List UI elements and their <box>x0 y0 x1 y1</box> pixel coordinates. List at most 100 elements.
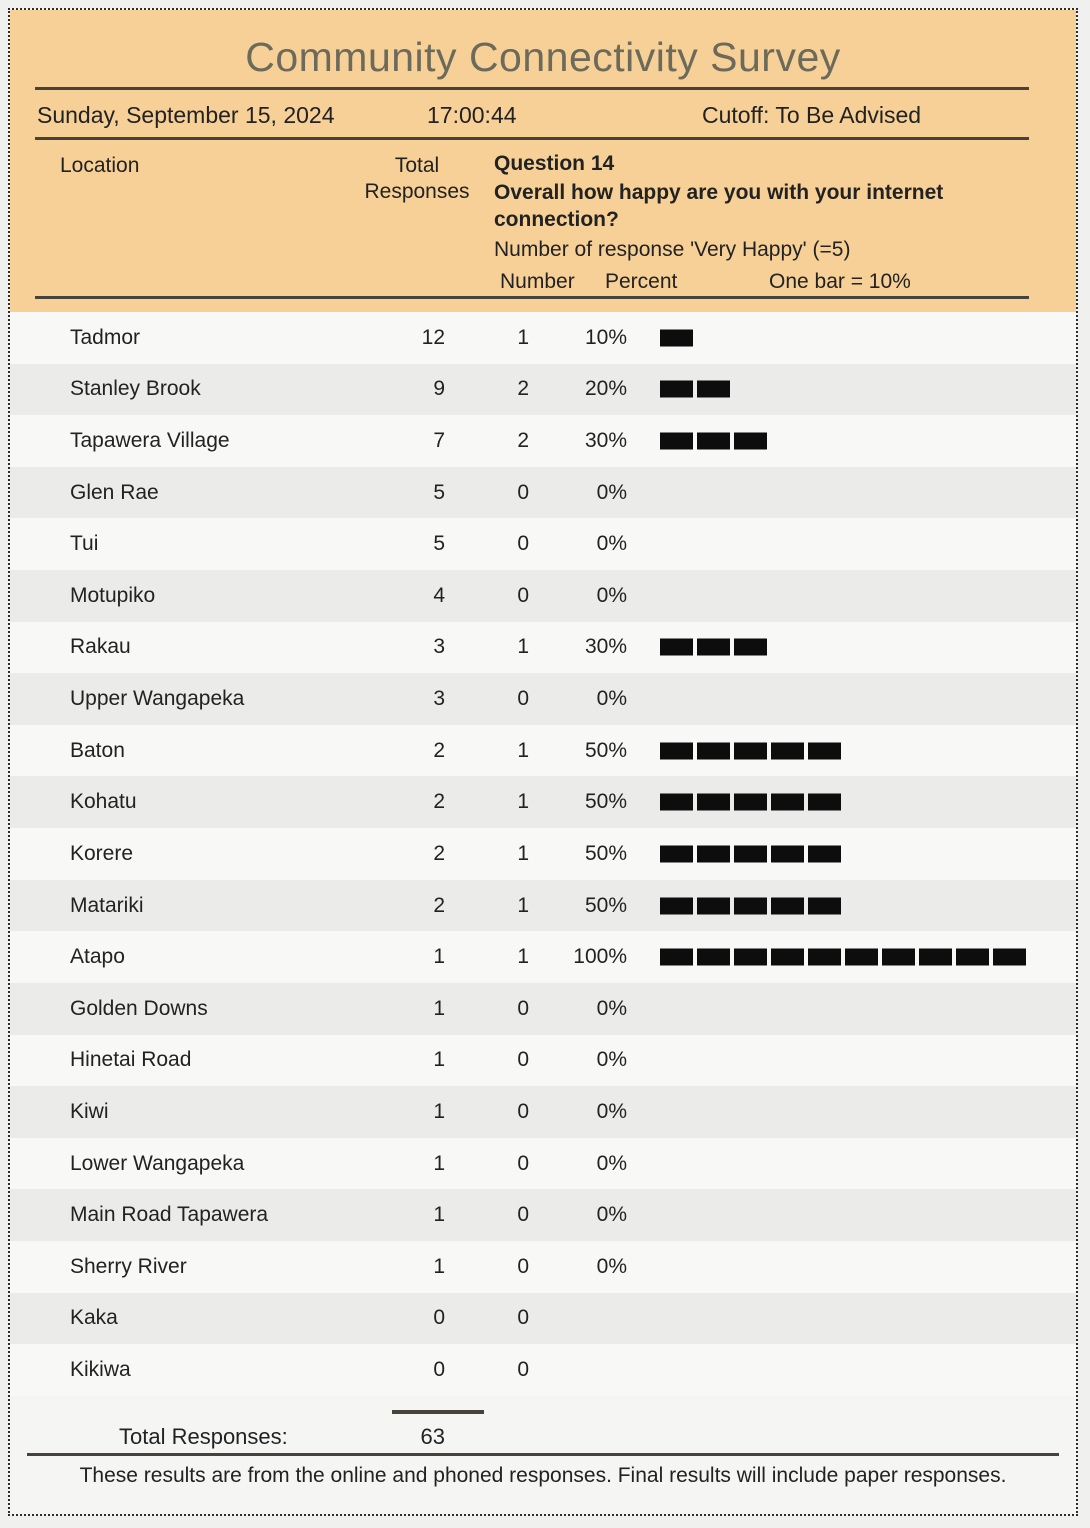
table-row: Tadmor 12 1 10% <box>10 312 1076 364</box>
column-header-location: Location <box>60 154 140 177</box>
number-cell: 1 <box>517 893 529 917</box>
table-row: Hinetai Road 1 0 0% <box>10 1034 1076 1087</box>
bar-segment <box>882 948 915 966</box>
location-cell: Stanley Brook <box>70 377 201 401</box>
bar-segment <box>919 948 952 966</box>
table-row: Golden Downs 1 0 0% <box>10 982 1076 1035</box>
table-row: Tui 5 0 0% <box>10 518 1076 571</box>
table-row: Baton 2 1 50% <box>10 724 1076 777</box>
percent-cell: 30% <box>584 635 627 659</box>
number-cell: 2 <box>517 429 529 453</box>
table-row: Sherry River 1 0 0% <box>10 1240 1076 1293</box>
total-responses-cell: 7 <box>433 429 445 453</box>
number-cell: 0 <box>517 1306 529 1330</box>
percent-cell: 30% <box>584 429 627 453</box>
location-cell: Atapo <box>70 945 125 969</box>
bar-chart-cell <box>660 432 767 450</box>
percent-cell: 0% <box>596 1151 627 1175</box>
bar-segment <box>734 793 767 811</box>
location-cell: Main Road Tapawera <box>70 1203 269 1227</box>
bar-segment <box>660 432 693 450</box>
table-row: Kohatu 2 1 50% <box>10 776 1076 829</box>
date-divider <box>35 137 1029 140</box>
percent-cell: 50% <box>584 893 627 917</box>
number-cell: 0 <box>517 583 529 607</box>
number-cell: 0 <box>517 1151 529 1175</box>
total-responses-cell: 2 <box>433 738 445 762</box>
location-cell: Baton <box>70 738 125 762</box>
report-date: Sunday, September 15, 2024 <box>37 102 335 128</box>
bar-segment <box>697 793 730 811</box>
bar-chart-cell <box>660 380 730 398</box>
bar-segment <box>993 948 1026 966</box>
bar-segment <box>660 638 693 656</box>
footer-divider <box>27 1452 1059 1456</box>
column-header-total-line1: Total <box>394 154 440 177</box>
percent-cell: 0% <box>596 1099 627 1123</box>
number-cell: 1 <box>517 945 529 969</box>
table-row: Glen Rae 5 0 0% <box>10 466 1076 519</box>
total-responses-cell: 5 <box>433 480 445 504</box>
bar-chart-cell <box>660 329 693 347</box>
location-cell: Tui <box>70 532 99 556</box>
table-row: Motupiko 4 0 0% <box>10 570 1076 622</box>
bar-segment <box>697 897 730 914</box>
number-cell: 0 <box>517 1203 529 1227</box>
total-responses-cell: 4 <box>433 583 445 607</box>
location-cell: Kaka <box>70 1306 118 1330</box>
bar-segment <box>771 948 804 966</box>
question-block: Question 14 Overall how happy are you wi… <box>494 151 994 262</box>
total-responses-cell: 1 <box>433 996 445 1020</box>
results-table: Tadmor 12 1 10% Stanley Brook 9 2 20% Ta… <box>10 312 1076 1396</box>
location-cell: Sherry River <box>70 1254 187 1278</box>
total-underline <box>392 1409 484 1414</box>
bar-segment <box>734 638 767 656</box>
total-responses-cell: 3 <box>433 635 445 659</box>
bar-chart-cell <box>660 845 841 863</box>
bar-segment <box>808 897 841 914</box>
location-cell: Matariki <box>70 893 144 917</box>
percent-cell: 0% <box>596 996 627 1020</box>
total-responses-cell: 0 <box>433 1306 445 1330</box>
survey-report-page: Community Connectivity Survey Sunday, Se… <box>8 8 1078 1516</box>
table-row: Main Road Tapawera 1 0 0% <box>10 1189 1076 1241</box>
report-title: Community Connectivity Survey <box>245 34 841 80</box>
location-cell: Rakau <box>70 635 131 659</box>
total-responses-cell: 9 <box>433 377 445 401</box>
bar-segment <box>697 948 730 966</box>
total-responses-cell: 2 <box>433 893 445 917</box>
bar-segment <box>771 897 804 914</box>
question-text: Overall how happy are you with your inte… <box>494 181 944 231</box>
number-cell: 0 <box>517 687 529 711</box>
bar-segment <box>808 793 841 811</box>
percent-cell: 10% <box>584 325 627 349</box>
report-cutoff: Cutoff: To Be Advised <box>702 102 922 128</box>
total-responses-cell: 2 <box>433 841 445 865</box>
total-responses-cell: 12 <box>421 325 445 349</box>
total-responses-cell: 5 <box>433 532 445 556</box>
bar-segment <box>808 742 841 760</box>
total-responses-cell: 1 <box>433 1048 445 1072</box>
bar-segment <box>808 845 841 863</box>
title-divider <box>35 87 1029 90</box>
table-row: Atapo 1 1 100% <box>10 931 1076 983</box>
number-cell: 0 <box>517 996 529 1020</box>
bar-segment <box>734 845 767 863</box>
percent-cell: 0% <box>596 532 627 556</box>
number-cell: 0 <box>517 1357 529 1381</box>
bar-chart-cell <box>660 897 841 914</box>
total-responses-cell: 1 <box>433 1254 445 1278</box>
location-cell: Glen Rae <box>70 480 159 504</box>
footer-note: These results are from the online and ph… <box>79 1463 1007 1487</box>
bar-segment <box>660 948 693 966</box>
report-header: Community Connectivity Survey Sunday, Se… <box>10 10 1076 312</box>
bar-segment <box>697 742 730 760</box>
total-responses-cell: 1 <box>433 1099 445 1123</box>
total-responses-cell: 1 <box>433 1203 445 1227</box>
location-cell: Motupiko <box>70 583 156 607</box>
percent-cell: 0% <box>596 480 627 504</box>
bar-segment <box>734 948 767 966</box>
number-cell: 2 <box>517 377 529 401</box>
total-responses-cell: 1 <box>433 945 445 969</box>
report-time: 17:00:44 <box>427 102 517 128</box>
